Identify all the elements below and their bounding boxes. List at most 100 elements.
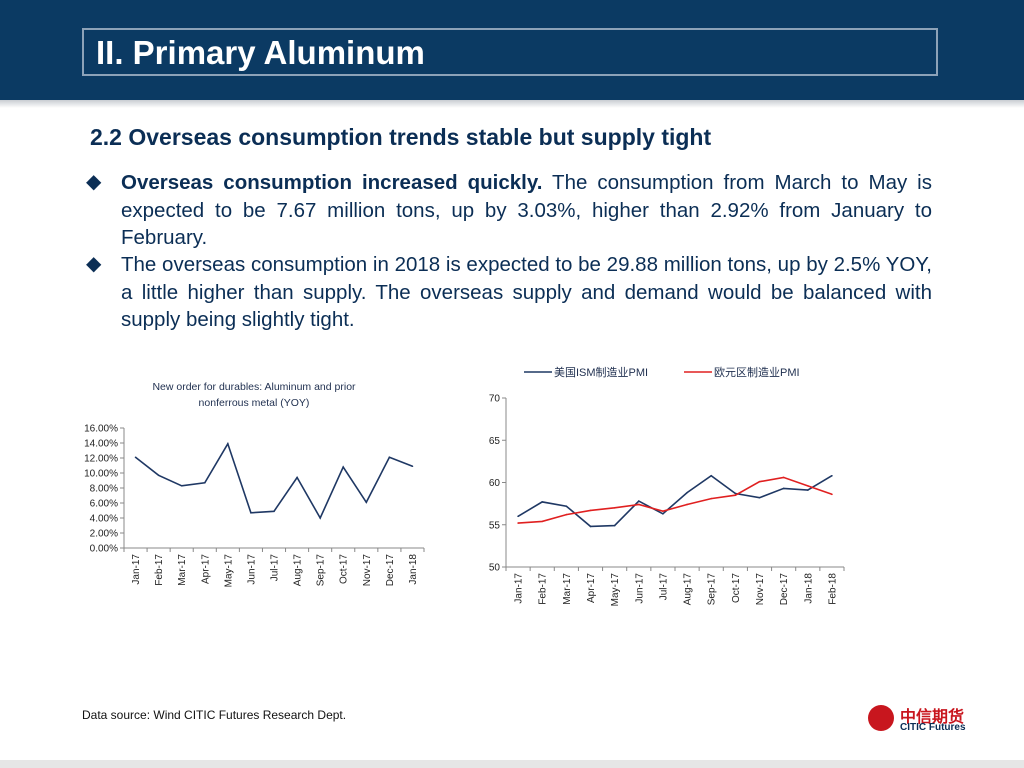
- data-point: [734, 492, 737, 495]
- legend-label: 欧元区制造业PMI: [714, 365, 800, 379]
- logo-english-name: CITIC Futures: [900, 722, 966, 733]
- bullet-text-2: The overseas consumption in 2018 is expe…: [121, 251, 932, 334]
- y-tick-label: 6.00%: [90, 499, 118, 510]
- data-point: [565, 505, 568, 507]
- x-tick-label: May-17: [223, 554, 234, 588]
- data-point: [319, 517, 321, 519]
- data-point: [782, 476, 785, 479]
- x-tick-label: Feb-18: [827, 573, 838, 605]
- data-source-note: Data source: Wind CITIC Futures Research…: [82, 708, 347, 722]
- data-point: [710, 497, 713, 500]
- x-tick-label: Sep-17: [316, 554, 327, 587]
- data-point: [613, 524, 616, 527]
- data-point: [134, 456, 137, 459]
- x-tick-label: May-17: [610, 573, 621, 607]
- data-point: [517, 515, 519, 518]
- x-tick-label: Jan-17: [514, 573, 525, 604]
- x-tick-label: Aug-17: [683, 573, 694, 606]
- y-tick-label: 50: [489, 563, 501, 574]
- data-point: [203, 481, 206, 484]
- data-point: [686, 503, 688, 506]
- citic-futures-logo: 中信期货 CITIC Futures: [866, 703, 986, 735]
- data-point: [637, 503, 640, 506]
- x-tick-label: Feb-17: [538, 573, 549, 605]
- data-point: [227, 442, 229, 445]
- bullet-text-1: Overseas consumption increased quickly. …: [121, 169, 932, 252]
- x-tick-label: Aug-17: [293, 554, 304, 587]
- header-shadow: [0, 100, 1024, 108]
- bullet-bold-1: Overseas consumption increased quickly.: [121, 171, 543, 194]
- y-tick-label: 8.00%: [90, 484, 118, 495]
- x-tick-label: Dec-17: [385, 554, 396, 587]
- y-tick-label: 14.00%: [84, 439, 118, 450]
- data-point: [589, 525, 592, 528]
- data-point: [157, 474, 160, 477]
- x-tick-label: Nov-17: [755, 573, 766, 606]
- chart-title: New order for durables: Aluminum and pri…: [152, 381, 356, 393]
- logo-emblem-icon: [868, 705, 894, 731]
- data-point: [782, 487, 785, 490]
- header-bar: II. Primary Aluminum: [0, 0, 1024, 100]
- x-tick-label: Sep-17: [707, 573, 718, 606]
- y-tick-label: 0.00%: [90, 544, 118, 555]
- data-point: [273, 510, 275, 513]
- page-title: II. Primary Aluminum: [96, 34, 425, 71]
- x-tick-label: Jun-17: [246, 554, 257, 585]
- y-tick-label: 60: [489, 478, 501, 489]
- x-tick-label: Oct-17: [731, 573, 742, 603]
- y-tick-label: 12.00%: [84, 454, 118, 465]
- data-point: [541, 501, 544, 503]
- data-point: [734, 494, 737, 496]
- x-tick-label: Oct-17: [339, 554, 350, 584]
- x-tick-label: Mar-17: [562, 573, 573, 605]
- data-point: [342, 466, 345, 468]
- x-tick-label: Apr-17: [586, 573, 597, 603]
- data-point: [758, 496, 761, 499]
- data-point: [250, 511, 252, 514]
- data-point: [517, 522, 519, 524]
- data-point: [637, 500, 640, 502]
- series-line: [135, 441, 413, 520]
- x-tick-label: Jun-17: [634, 573, 645, 604]
- data-point: [589, 509, 592, 512]
- title-frame: II. Primary Aluminum: [82, 28, 938, 76]
- data-point: [831, 474, 833, 477]
- data-point: [758, 480, 761, 483]
- logo-chinese-name: 中信期货: [900, 709, 965, 726]
- data-point: [388, 456, 391, 459]
- section-subtitle: 2.2 Overseas consumption trends stable b…: [90, 124, 712, 150]
- bullet-item-2: ◆ The overseas consumption in 2018 is ex…: [86, 251, 932, 334]
- x-tick-label: Feb-17: [154, 554, 165, 586]
- bottom-rule: [0, 760, 1024, 768]
- y-tick-label: 2.00%: [90, 529, 118, 540]
- bullet-item-1: ◆ Overseas consumption increased quickly…: [86, 169, 932, 252]
- x-tick-label: Jan-18: [408, 554, 419, 585]
- data-point: [806, 489, 809, 491]
- x-tick-label: Jul-17: [270, 554, 281, 582]
- y-tick-label: 16.00%: [84, 424, 118, 435]
- diamond-bullet-icon: ◆: [86, 253, 102, 275]
- diamond-bullet-icon: ◆: [86, 171, 102, 193]
- x-tick-label: Jan-17: [131, 554, 142, 585]
- x-tick-label: Jan-18: [803, 573, 814, 604]
- series-line: [518, 476, 833, 524]
- x-tick-label: Apr-17: [200, 554, 211, 584]
- x-tick-label: Nov-17: [362, 554, 373, 587]
- bullet-body-1: The consumption from March to May is exp…: [121, 171, 932, 249]
- y-tick-label: 4.00%: [90, 514, 118, 525]
- data-point: [662, 510, 664, 513]
- x-tick-label: Jul-17: [658, 573, 669, 601]
- y-tick-label: 55: [489, 520, 501, 531]
- series-line: [517, 474, 833, 528]
- durables-orders-chart: New order for durables: Aluminum and pri…: [84, 381, 425, 588]
- y-tick-label: 10.00%: [84, 469, 118, 480]
- data-point: [686, 491, 688, 494]
- x-tick-label: Mar-17: [177, 554, 188, 586]
- data-point: [180, 484, 183, 487]
- y-tick-label: 70: [489, 394, 501, 405]
- data-point: [806, 485, 809, 487]
- data-point: [710, 474, 713, 477]
- data-point: [662, 512, 664, 515]
- pmi-chart: 50 55 60 65 70 Jan-17 Feb-17 Mar-17 Apr-17 May-17…: [489, 365, 845, 607]
- data-point: [541, 520, 544, 523]
